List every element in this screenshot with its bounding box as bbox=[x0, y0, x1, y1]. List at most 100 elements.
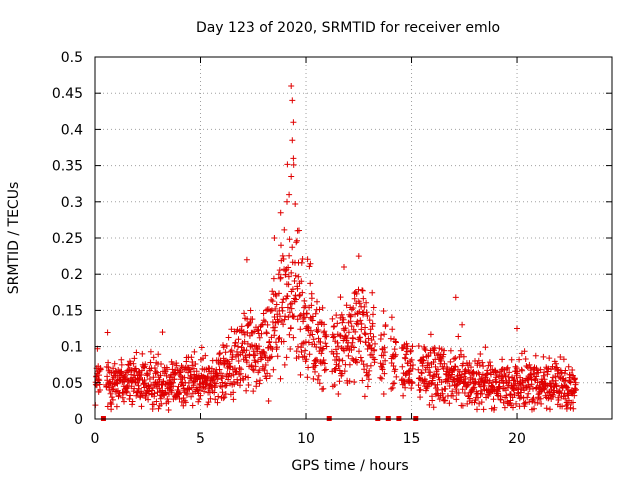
data-point bbox=[284, 161, 291, 168]
data-point bbox=[497, 396, 504, 403]
data-point bbox=[378, 332, 385, 339]
data-point bbox=[294, 285, 301, 292]
data-point bbox=[164, 366, 171, 373]
data-point bbox=[264, 370, 271, 377]
data-point bbox=[380, 361, 387, 368]
data-point bbox=[362, 339, 369, 346]
data-point bbox=[121, 398, 127, 405]
data-point bbox=[217, 350, 223, 357]
data-point bbox=[391, 346, 398, 353]
data-point bbox=[567, 404, 574, 411]
data-point bbox=[284, 304, 291, 311]
data-point bbox=[534, 399, 541, 406]
data-point bbox=[280, 256, 287, 262]
data-point bbox=[408, 385, 415, 392]
data-point bbox=[567, 378, 573, 385]
data-point bbox=[302, 347, 309, 354]
data-point bbox=[268, 353, 275, 360]
data-point bbox=[281, 226, 288, 233]
data-point bbox=[126, 396, 133, 402]
data-point bbox=[141, 377, 148, 383]
data-point bbox=[285, 264, 292, 271]
data-point bbox=[297, 326, 304, 333]
data-point bbox=[563, 405, 570, 412]
data-point bbox=[352, 328, 359, 335]
data-point bbox=[523, 363, 530, 369]
data-point bbox=[353, 290, 360, 297]
data-point bbox=[331, 333, 337, 340]
data-point bbox=[358, 320, 365, 327]
data-point bbox=[265, 398, 272, 404]
data-point bbox=[225, 334, 232, 341]
data-point bbox=[381, 331, 388, 338]
data-point bbox=[238, 366, 244, 373]
data-point bbox=[168, 389, 175, 396]
data-point bbox=[139, 350, 146, 357]
data-point bbox=[170, 383, 177, 390]
data-point-peak bbox=[290, 155, 297, 162]
data-point bbox=[238, 344, 245, 351]
data-point bbox=[139, 367, 145, 374]
data-point bbox=[293, 348, 300, 355]
data-point bbox=[433, 371, 440, 377]
data-point bbox=[154, 369, 161, 376]
data-point bbox=[367, 362, 374, 369]
data-point bbox=[508, 356, 515, 363]
data-point bbox=[455, 333, 462, 340]
data-point bbox=[369, 289, 376, 296]
data-point bbox=[400, 392, 407, 399]
data-point bbox=[341, 368, 348, 375]
chart-title: Day 123 of 2020, SRMTID for receiver eml… bbox=[196, 20, 500, 36]
data-point bbox=[297, 312, 304, 318]
data-point bbox=[235, 336, 242, 343]
data-point bbox=[485, 393, 492, 399]
data-point bbox=[369, 320, 376, 327]
data-point bbox=[427, 369, 434, 376]
data-point bbox=[442, 397, 449, 404]
data-point bbox=[279, 252, 286, 259]
data-point bbox=[460, 353, 467, 360]
data-point bbox=[263, 329, 270, 336]
data-point bbox=[320, 357, 327, 363]
data-point bbox=[269, 298, 276, 305]
data-point bbox=[291, 278, 298, 284]
data-point bbox=[108, 406, 115, 413]
data-point bbox=[525, 390, 532, 397]
data-point bbox=[145, 396, 152, 403]
data-point bbox=[478, 387, 485, 394]
data-point bbox=[361, 366, 368, 373]
data-point bbox=[345, 352, 352, 359]
data-point bbox=[290, 313, 297, 320]
data-point bbox=[526, 361, 533, 368]
data-point bbox=[249, 366, 256, 373]
data-point bbox=[262, 318, 269, 325]
data-point bbox=[511, 376, 518, 383]
data-point bbox=[219, 379, 226, 386]
data-point bbox=[164, 396, 171, 402]
data-point bbox=[569, 367, 576, 373]
data-point bbox=[296, 292, 303, 299]
data-point bbox=[359, 377, 366, 384]
data-point bbox=[108, 394, 115, 401]
data-point-peak bbox=[514, 325, 520, 332]
data-point bbox=[202, 384, 209, 391]
data-point bbox=[366, 317, 373, 324]
data-point bbox=[307, 327, 314, 334]
data-point bbox=[118, 361, 125, 368]
data-point bbox=[147, 348, 154, 355]
data-point bbox=[540, 353, 547, 360]
data-point bbox=[225, 373, 232, 380]
data-point bbox=[245, 320, 252, 327]
data-point-peak bbox=[243, 256, 250, 263]
data-point bbox=[388, 385, 395, 392]
data-point bbox=[320, 385, 327, 392]
data-point bbox=[150, 374, 157, 381]
data-point bbox=[279, 307, 286, 314]
data-point bbox=[187, 372, 194, 379]
data-point bbox=[491, 404, 498, 411]
data-point bbox=[462, 376, 469, 382]
data-point-peak bbox=[288, 173, 295, 180]
data-point bbox=[424, 383, 431, 390]
data-point bbox=[230, 396, 237, 403]
data-point bbox=[321, 328, 328, 335]
